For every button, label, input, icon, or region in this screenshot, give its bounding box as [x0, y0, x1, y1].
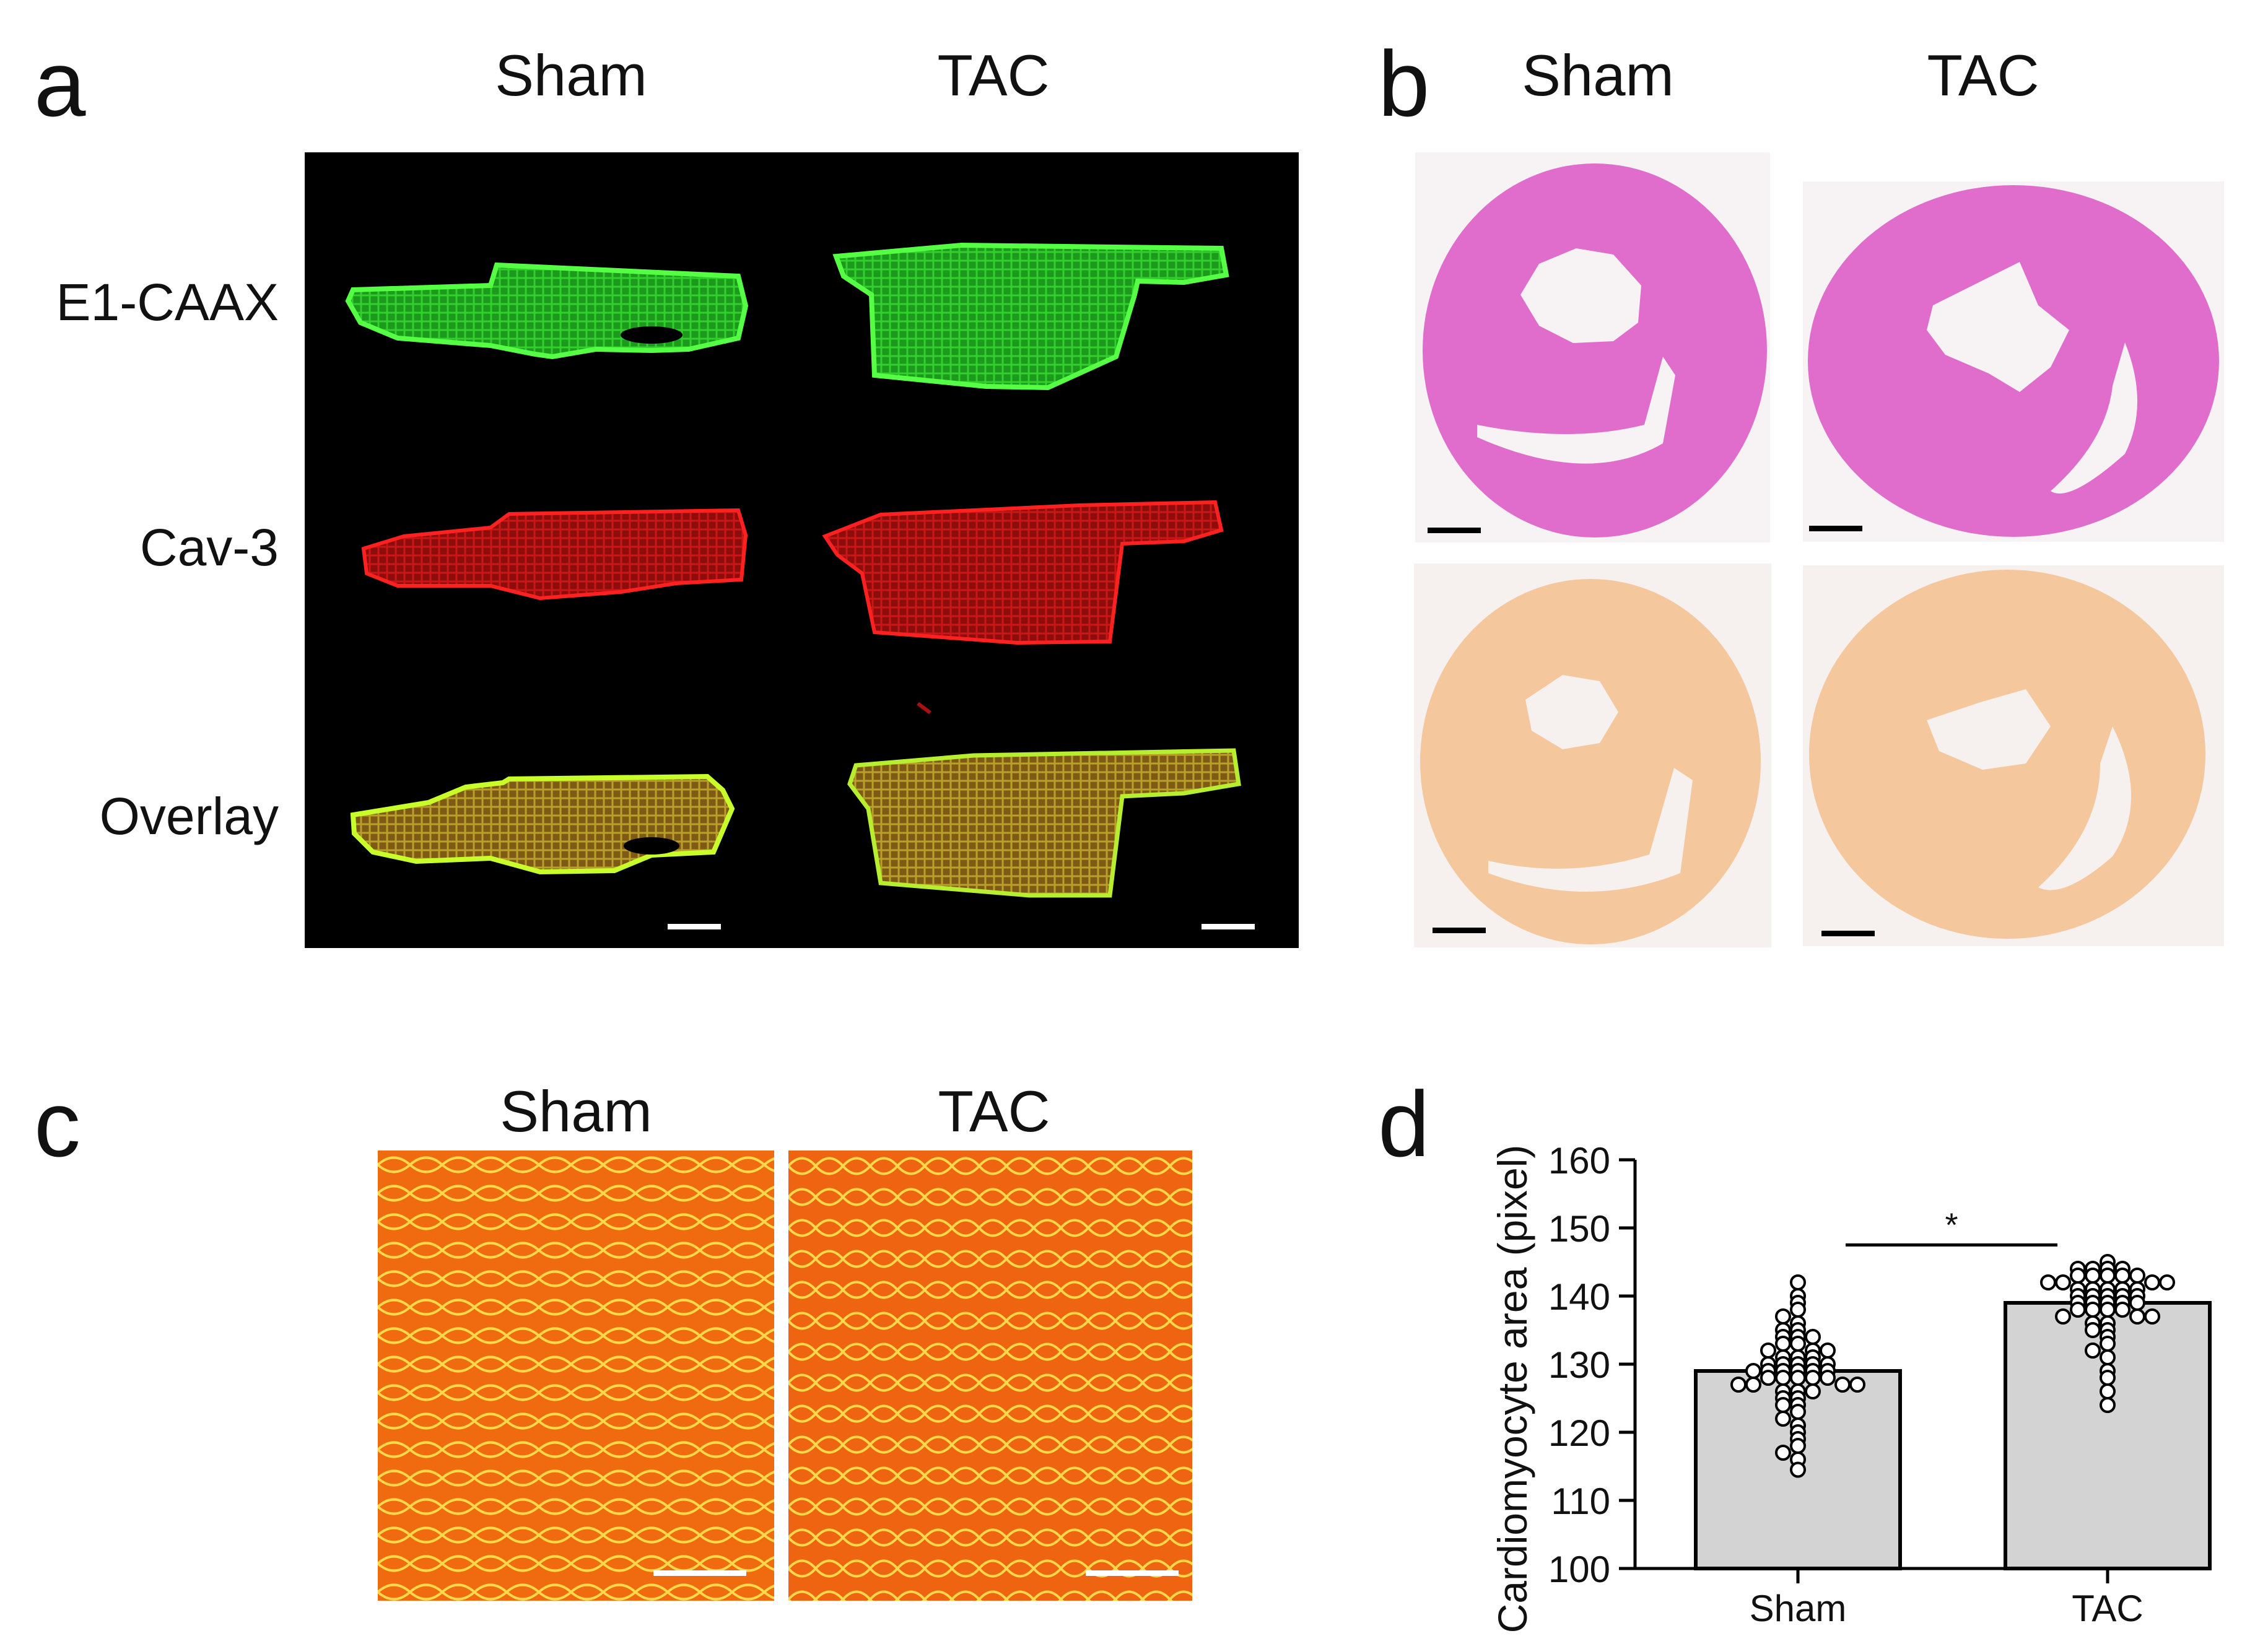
sham-cell-green [345, 262, 749, 360]
panel-b-scalebar-sirius-tac [1821, 931, 1875, 936]
panel-b-col-tac: TAC [1927, 43, 2039, 108]
data-point-tac [2144, 1308, 2160, 1325]
data-point-tac [2100, 1370, 2116, 1386]
panel-a-scalebar-tac [1202, 924, 1255, 929]
data-point-sham [1775, 1308, 1791, 1325]
panel-a-cells-svg [345, 242, 1255, 929]
panel-b-sirius-sham [1414, 563, 1771, 947]
data-point-tac [2085, 1322, 2101, 1338]
panel-b-he-tac [1803, 181, 2224, 542]
panel-d-letter: d [1378, 1072, 1430, 1176]
y-tick-label: 150 [1548, 1208, 1610, 1250]
panel-d-bar-chart: 100 110 120 130 140 150 160 Cardiomyocyte area … [1489, 1140, 2212, 1634]
panel-c-wga-sham [378, 1151, 774, 1601]
panel-a-row-e1caax: E1-CAAX [56, 273, 279, 331]
sham-cell-red [361, 508, 748, 601]
data-point-sham [1760, 1342, 1776, 1359]
panel-a-scalebar-sham [668, 924, 721, 929]
data-point-sham [1834, 1377, 1851, 1393]
panel-c-col-sham: Sham [500, 1079, 652, 1144]
y-tick-label: 130 [1548, 1344, 1610, 1386]
data-point-tac [2100, 1302, 2116, 1318]
data-point-tac [2040, 1274, 2056, 1290]
data-point-tac [2085, 1268, 2101, 1284]
data-point-tac [2100, 1383, 2116, 1399]
data-point-sham [1805, 1370, 1821, 1386]
data-point-tac [2085, 1342, 2101, 1359]
y-tick-label: 100 [1548, 1549, 1610, 1590]
data-point-tac [2114, 1302, 2131, 1318]
data-point-tac [2055, 1308, 2071, 1325]
data-point-sham [1790, 1438, 1806, 1454]
x-tick-label-sham: Sham [1750, 1588, 1847, 1629]
panel-c-scalebar-tac [1086, 1570, 1179, 1576]
data-point-tac [2144, 1274, 2160, 1290]
data-point-tac [2129, 1308, 2145, 1325]
data-point-tac [2085, 1302, 2101, 1318]
data-point-sham [1790, 1370, 1806, 1386]
data-point-sham [1790, 1274, 1806, 1290]
data-point-tac [2159, 1274, 2175, 1290]
data-point-tac [2070, 1302, 2086, 1318]
panel-c-scalebar-sham [653, 1570, 746, 1576]
data-point-sham [1790, 1404, 1806, 1420]
y-tick-label: 110 [1551, 1481, 1610, 1522]
panel-b-scalebar-sirius-sham [1433, 928, 1486, 933]
panel-a-col-tac: TAC [937, 43, 1050, 108]
data-point-tac [2100, 1336, 2116, 1352]
data-point-sham [1805, 1329, 1821, 1345]
data-point-sham [1790, 1461, 1806, 1478]
panel-c-col-tac: TAC [938, 1079, 1050, 1144]
data-point-tac [2055, 1274, 2071, 1290]
tac-cell-red [822, 500, 1224, 645]
data-point-sham [1775, 1370, 1791, 1386]
data-point-sham [1760, 1370, 1776, 1386]
data-point-sham [1745, 1377, 1761, 1393]
panel-b-he-sham [1415, 152, 1770, 542]
x-tick-label-tac: TAC [2072, 1588, 2144, 1629]
y-tick-label: 160 [1548, 1140, 1610, 1181]
data-point-tac [2100, 1349, 2116, 1365]
panel-c-wga-tac [788, 1151, 1192, 1601]
data-point-tac [2129, 1295, 2145, 1311]
tac-cell-overlay [847, 748, 1241, 898]
significance-star: * [1945, 1207, 1958, 1244]
panel-b-letter: b [1378, 32, 1430, 136]
panel-a-fluorescence-image [305, 152, 1299, 948]
y-axis-label: Cardiomyocyte area (pixel) [1489, 1145, 1535, 1634]
data-point-sham [1775, 1336, 1791, 1352]
panel-a-row-overlay: Overlay [99, 787, 279, 845]
data-point-tac [2129, 1268, 2145, 1284]
data-point-sham [1775, 1411, 1791, 1427]
panel-b-scalebar-he-tac [1809, 526, 1862, 531]
panel-a-row-cav3: Cav-3 [139, 518, 279, 576]
tac-cell-green [832, 242, 1229, 391]
panel-b-col-sham: Sham [1522, 43, 1674, 108]
data-point-tac [2100, 1397, 2116, 1413]
data-point-sham [1805, 1383, 1821, 1399]
y-tick-label: 140 [1548, 1276, 1610, 1318]
sham-cell-overlay [350, 773, 735, 875]
data-point-sham [1790, 1336, 1806, 1352]
y-tick-label: 120 [1548, 1412, 1610, 1454]
panel-c-letter: c [34, 1072, 81, 1176]
data-point-sham [1745, 1363, 1761, 1379]
panel-b-sirius-tac [1803, 565, 2224, 946]
data-point-sham [1775, 1397, 1791, 1413]
data-point-tac [2114, 1268, 2131, 1284]
data-point-tac [2100, 1268, 2116, 1284]
data-point-sham [1849, 1377, 1865, 1393]
panel-a-letter: a [34, 32, 86, 136]
data-point-sham [1775, 1445, 1791, 1461]
data-point-tac [2070, 1268, 2086, 1284]
data-point-sham [1790, 1302, 1806, 1318]
panel-a-col-sham: Sham [495, 43, 647, 108]
panel-b-scalebar-he-sham [1428, 528, 1481, 533]
data-point-sham [1730, 1377, 1747, 1393]
data-point-sham [1820, 1342, 1836, 1359]
data-point-sham [1820, 1370, 1836, 1386]
